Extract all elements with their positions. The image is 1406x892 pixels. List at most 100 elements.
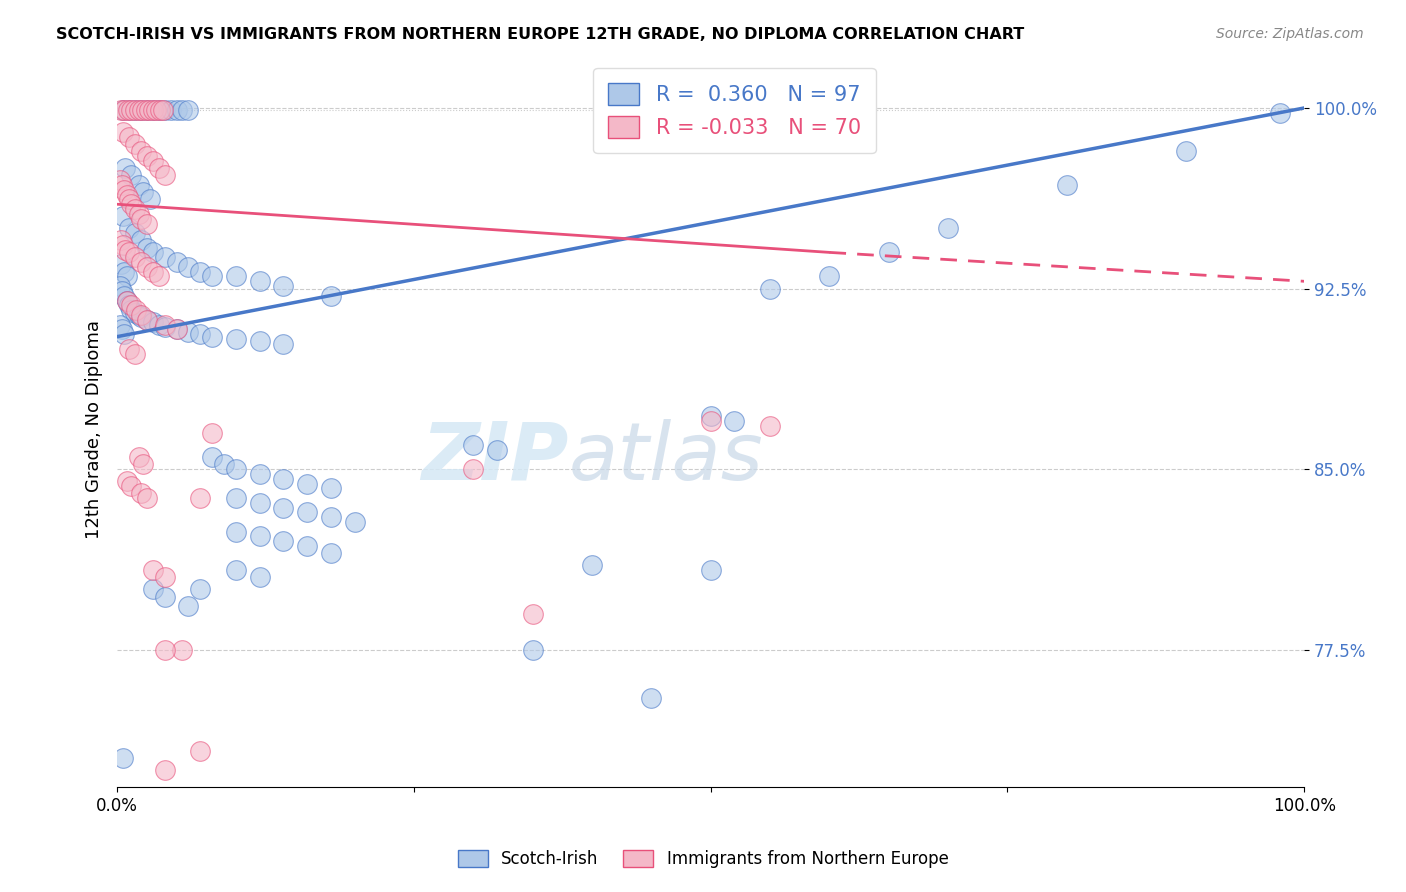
Point xyxy=(145,103,167,118)
Point xyxy=(135,260,157,274)
Point xyxy=(142,563,165,577)
Point xyxy=(120,303,142,318)
Point xyxy=(138,103,160,118)
Legend: Scotch-Irish, Immigrants from Northern Europe: Scotch-Irish, Immigrants from Northern E… xyxy=(451,843,955,875)
Point xyxy=(124,346,146,360)
Point xyxy=(115,293,138,308)
Point xyxy=(129,145,152,159)
Point xyxy=(148,269,170,284)
Point xyxy=(159,103,181,118)
Point xyxy=(135,241,157,255)
Point xyxy=(112,125,135,139)
Point xyxy=(166,322,188,336)
Point xyxy=(225,524,247,539)
Point xyxy=(118,193,141,207)
Point xyxy=(142,265,165,279)
Point xyxy=(125,303,148,318)
Point xyxy=(1270,105,1292,120)
Point xyxy=(225,332,247,346)
Point xyxy=(249,570,271,584)
Point xyxy=(114,161,136,175)
Point xyxy=(188,327,211,342)
Point xyxy=(936,221,959,235)
Point xyxy=(273,472,295,486)
Point xyxy=(111,322,134,336)
Point xyxy=(188,744,211,758)
Text: ZIP: ZIP xyxy=(420,419,568,497)
Point xyxy=(249,496,271,510)
Point xyxy=(153,318,176,332)
Point xyxy=(319,481,342,495)
Point xyxy=(142,245,165,260)
Point xyxy=(1056,178,1078,192)
Point xyxy=(723,414,745,428)
Point xyxy=(129,486,152,500)
Point xyxy=(153,250,176,264)
Point xyxy=(135,313,157,327)
Point xyxy=(124,103,146,118)
Point xyxy=(877,245,900,260)
Point xyxy=(128,103,150,118)
Point xyxy=(135,491,157,505)
Point xyxy=(132,457,155,471)
Point xyxy=(112,327,135,342)
Point xyxy=(108,173,131,187)
Point xyxy=(166,322,188,336)
Y-axis label: 12th Grade, No Diploma: 12th Grade, No Diploma xyxy=(86,320,103,539)
Point xyxy=(201,329,224,343)
Point xyxy=(118,245,141,260)
Point xyxy=(118,129,141,144)
Point xyxy=(463,462,485,476)
Point xyxy=(120,103,142,118)
Point xyxy=(132,185,155,199)
Point xyxy=(128,207,150,221)
Point xyxy=(153,169,176,183)
Point xyxy=(118,298,141,312)
Point xyxy=(818,269,841,284)
Point xyxy=(759,418,782,433)
Point xyxy=(1174,145,1197,159)
Point xyxy=(110,257,132,271)
Point xyxy=(135,103,157,118)
Point xyxy=(118,342,141,356)
Point xyxy=(112,238,135,252)
Point xyxy=(115,187,138,202)
Text: atlas: atlas xyxy=(568,419,763,497)
Point xyxy=(319,546,342,560)
Point xyxy=(295,539,318,553)
Point xyxy=(112,209,135,223)
Point xyxy=(120,298,142,312)
Point xyxy=(118,221,141,235)
Point xyxy=(699,409,721,423)
Point xyxy=(153,763,176,777)
Point xyxy=(112,751,135,765)
Point xyxy=(188,265,211,279)
Point xyxy=(139,193,162,207)
Point xyxy=(152,103,174,118)
Point xyxy=(110,103,132,118)
Point xyxy=(114,243,136,257)
Point xyxy=(249,334,271,349)
Point xyxy=(118,103,141,118)
Point xyxy=(177,103,200,118)
Point xyxy=(201,425,224,440)
Point xyxy=(273,279,295,293)
Point xyxy=(124,250,146,264)
Legend: R =  0.360   N = 97, R = -0.033   N = 70: R = 0.360 N = 97, R = -0.033 N = 70 xyxy=(593,68,876,153)
Point xyxy=(759,281,782,295)
Point xyxy=(124,137,146,152)
Point xyxy=(129,310,152,325)
Text: SCOTCH-IRISH VS IMMIGRANTS FROM NORTHERN EUROPE 12TH GRADE, NO DIPLOMA CORRELATI: SCOTCH-IRISH VS IMMIGRANTS FROM NORTHERN… xyxy=(56,27,1025,42)
Point xyxy=(108,318,131,332)
Point xyxy=(699,563,721,577)
Point xyxy=(172,642,194,657)
Point xyxy=(117,103,139,118)
Point xyxy=(249,529,271,543)
Point xyxy=(225,563,247,577)
Point xyxy=(295,505,318,519)
Point xyxy=(131,103,153,118)
Point xyxy=(640,690,662,705)
Point xyxy=(149,103,172,118)
Point xyxy=(166,103,188,118)
Point xyxy=(115,269,138,284)
